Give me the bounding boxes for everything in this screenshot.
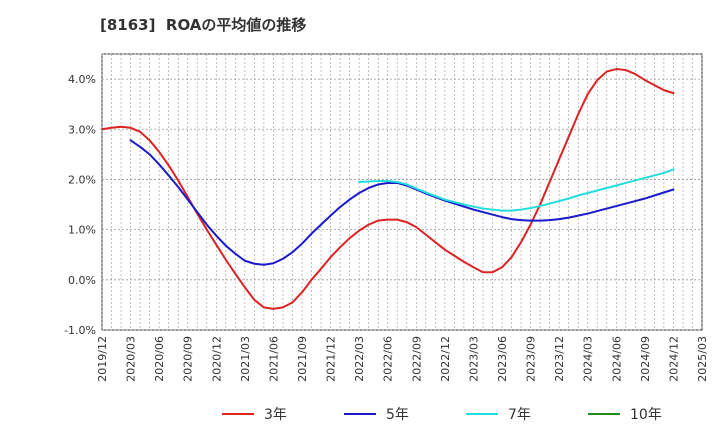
x-tick-label: 2023/06 xyxy=(496,336,509,382)
y-tick-label: 0.0% xyxy=(68,274,96,287)
x-tick-label: 2020/12 xyxy=(210,336,223,382)
y-tick-label: 3.0% xyxy=(68,123,96,136)
x-tick-label: 2020/09 xyxy=(182,336,195,382)
x-tick-label: 2021/12 xyxy=(325,336,338,382)
y-tick-label: -1.0% xyxy=(64,324,96,337)
x-tick-label: 2021/03 xyxy=(239,336,252,382)
x-tick-label: 2022/03 xyxy=(353,336,366,382)
x-tick-label: 2024/12 xyxy=(667,336,680,382)
legend-label: 10年 xyxy=(630,407,662,423)
legend-label: 5年 xyxy=(386,407,409,423)
x-tick-label: 2024/06 xyxy=(610,336,623,382)
x-tick-label: 2020/06 xyxy=(153,336,166,382)
x-tick-label: 2022/06 xyxy=(382,336,395,382)
series-line xyxy=(358,168,675,212)
x-tick-label: 2021/06 xyxy=(267,336,280,382)
x-tick-label: 2023/03 xyxy=(467,336,480,382)
x-tick-label: 2022/09 xyxy=(410,336,423,382)
y-tick-label: 4.0% xyxy=(68,73,96,86)
plot-area xyxy=(101,53,703,331)
chart-title: [8163] ROAの平均値の推移 xyxy=(100,16,307,34)
x-tick-label: 2020/03 xyxy=(125,336,138,382)
x-tick-label: 2023/09 xyxy=(525,336,538,382)
x-tick-label: 2025/03 xyxy=(696,336,709,382)
x-tick-label: 2024/03 xyxy=(582,336,595,382)
y-tick-label: 1.0% xyxy=(68,224,96,237)
x-tick-label: 2022/12 xyxy=(439,336,452,382)
x-tick-label: 2019/12 xyxy=(96,336,109,382)
x-tick-label: 2024/09 xyxy=(639,336,652,382)
legend-label: 7年 xyxy=(508,407,531,423)
y-tick-label: 2.0% xyxy=(68,173,96,186)
x-tick-label: 2021/09 xyxy=(296,336,309,382)
x-tick-label: 2023/12 xyxy=(553,336,566,382)
legend-label: 3年 xyxy=(264,407,287,423)
